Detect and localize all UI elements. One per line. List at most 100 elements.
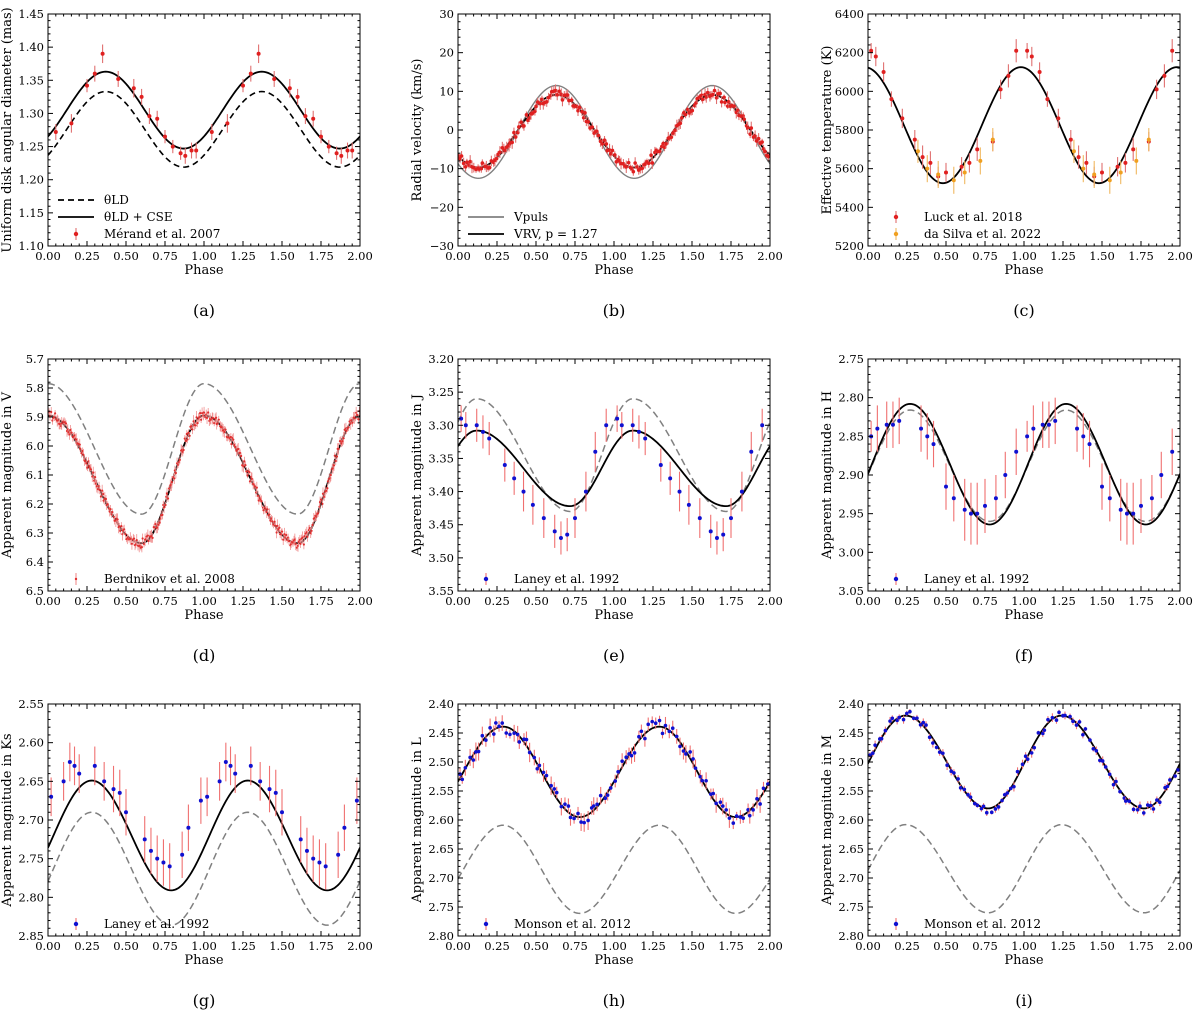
y-tick-label: 6.1 <box>26 468 44 482</box>
data-point <box>897 418 902 423</box>
data-point <box>512 476 517 481</box>
data-point <box>596 133 601 138</box>
x-tick-label: 1.50 <box>679 594 705 608</box>
data-point <box>480 733 485 738</box>
data-point <box>1127 799 1132 803</box>
data-point <box>285 533 288 537</box>
data-point <box>192 420 195 423</box>
y-tick-label: 2.60 <box>838 813 864 827</box>
legend-entry: Laney et al. 1992 <box>73 917 209 931</box>
data-point <box>924 723 928 727</box>
data-point <box>102 492 105 496</box>
data-point <box>209 129 214 134</box>
data-point <box>345 429 348 432</box>
data-point <box>205 416 209 419</box>
data-point <box>342 825 347 830</box>
data-point <box>183 437 186 440</box>
data-point <box>700 778 704 783</box>
data-point <box>198 798 203 803</box>
data-point <box>1157 800 1162 805</box>
data-point <box>1036 731 1041 735</box>
y-tick-label: 1.40 <box>18 40 44 54</box>
data-point <box>714 535 719 540</box>
data-point <box>75 438 78 441</box>
data-point <box>471 758 476 762</box>
data-point <box>944 170 948 175</box>
data-point <box>968 511 973 516</box>
legend-label: θLD + CSE <box>104 210 173 224</box>
data-point <box>513 135 518 139</box>
y-tick-label: 2.85 <box>838 429 864 443</box>
data-point <box>207 411 210 414</box>
data-point <box>130 542 134 545</box>
data-point <box>58 422 62 426</box>
data-point <box>643 436 648 441</box>
data-point <box>106 503 109 506</box>
data-point <box>178 458 181 462</box>
data-point <box>624 164 629 169</box>
data-point <box>1145 803 1150 807</box>
x-tick-label: 0.50 <box>113 249 139 263</box>
data-point <box>180 852 185 857</box>
data-point <box>583 489 588 494</box>
data-point <box>167 487 171 490</box>
data-point <box>287 540 291 543</box>
data-point <box>580 109 584 114</box>
data-point <box>258 779 263 784</box>
data-point <box>742 117 746 122</box>
data-point <box>492 732 496 736</box>
data-point <box>541 516 546 521</box>
x-tick-label: 1.50 <box>1089 939 1115 953</box>
data-point <box>731 821 736 825</box>
data-point <box>142 542 146 546</box>
data-point <box>199 412 202 415</box>
y-tick-label: 6.5 <box>26 584 44 598</box>
panel-caption: (a) <box>193 301 215 320</box>
data-point <box>274 524 277 527</box>
data-point <box>154 522 157 526</box>
y-tick-label: 3.35 <box>428 451 454 465</box>
data-point <box>745 125 750 130</box>
data-point <box>577 105 582 110</box>
series-line-0 <box>48 90 360 168</box>
data-point <box>1084 160 1089 165</box>
data-point <box>693 766 698 770</box>
data-point <box>323 864 328 869</box>
x-tick-label: 0.25 <box>894 939 920 953</box>
data-point <box>1087 442 1092 447</box>
y-tick-label: 5400 <box>835 200 864 214</box>
plot-area <box>458 84 770 180</box>
y-tick-label: 2.60 <box>428 813 454 827</box>
data-point <box>993 496 998 501</box>
data-point <box>522 124 526 128</box>
plot-area <box>458 398 770 555</box>
data-point <box>1098 758 1102 763</box>
data-point <box>741 816 746 820</box>
data-point <box>465 160 469 164</box>
data-point <box>273 790 278 795</box>
data-point <box>521 489 526 494</box>
data-point <box>201 412 204 415</box>
data-point <box>104 497 108 501</box>
data-point <box>476 749 481 754</box>
x-tick-label: 1.25 <box>230 939 256 953</box>
legend-entry: θLD + CSE <box>58 210 173 224</box>
legend-label: Monson et al. 2012 <box>924 917 1041 931</box>
y-tick-label: 2.75 <box>428 900 454 914</box>
data-point <box>554 790 559 795</box>
y-tick-label: 2.50 <box>838 755 864 769</box>
data-point <box>756 136 761 141</box>
data-point <box>1124 511 1129 516</box>
data-point <box>239 451 242 455</box>
data-point <box>252 483 256 486</box>
data-point <box>749 449 754 454</box>
data-point <box>248 480 252 483</box>
x-tick-label: 2.00 <box>757 594 783 608</box>
data-point <box>875 426 880 431</box>
data-point <box>918 723 923 727</box>
x-tick-label: 1.50 <box>1089 249 1115 263</box>
data-point <box>674 734 679 739</box>
data-point <box>1074 723 1079 727</box>
y-axis-label: Effective temperature (K) <box>820 46 835 215</box>
y-tick-label: 6.0 <box>26 439 44 453</box>
